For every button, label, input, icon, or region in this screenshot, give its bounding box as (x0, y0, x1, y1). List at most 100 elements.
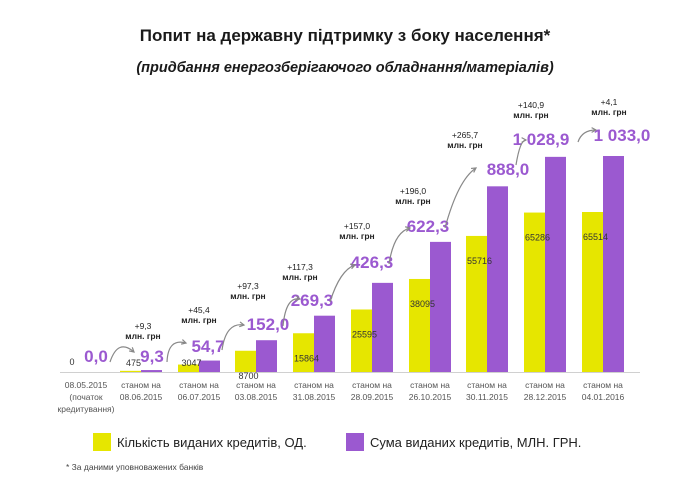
legend-item-sum: Сума виданих кредитів, МЛН. ГРН. (346, 433, 581, 451)
data-label-count-0: 0 (69, 357, 74, 367)
increment-unit-6: млн. грн (395, 196, 430, 206)
bar-count-1 (120, 370, 141, 372)
growth-arrow-head-4 (295, 295, 302, 302)
legend-swatch-count (93, 433, 111, 451)
data-label-sum-7: 888,0 (487, 160, 530, 179)
increment-value-8: +140,9 (518, 100, 545, 110)
growth-arrow-head-5 (349, 263, 357, 270)
increment-unit-5: млн. грн (339, 231, 374, 241)
tick-label-5-1: 28.09.2015 (351, 392, 394, 402)
tick-label-6-0: станом на (410, 380, 450, 390)
data-label-sum-5: 426,3 (351, 253, 394, 272)
bar-count-6 (409, 278, 430, 372)
growth-arrow-head-1 (128, 347, 135, 353)
tick-label-8-1: 28.12.2015 (524, 392, 567, 402)
growth-arrow-head-2 (180, 339, 188, 345)
bar-count-8 (524, 212, 545, 372)
increment-value-4: +117,3 (287, 262, 313, 272)
growth-arrow-head-6 (405, 226, 412, 232)
legend-swatch-sum (346, 433, 364, 451)
footnote: * За даними уповноважених банків (66, 462, 204, 472)
legend-item-count: Кількість виданих кредитів, ОД. (93, 433, 307, 451)
tick-label-8-0: станом на (525, 380, 565, 390)
tick-label-3-1: 03.08.2015 (235, 392, 278, 402)
increment-value-7: +265,7 (452, 130, 479, 140)
bar-sum-9 (603, 156, 624, 372)
increment-unit-1: млн. грн (125, 331, 160, 341)
tick-label-7-0: станом на (467, 380, 507, 390)
data-label-count-5: 25595 (352, 329, 377, 339)
increment-value-5: +157,0 (344, 221, 371, 231)
data-label-count-4: 15864 (294, 353, 319, 363)
tick-label-7-1: 30.11.2015 (466, 392, 508, 402)
increment-value-1: +9,3 (135, 321, 152, 331)
data-label-sum-0: 0,0 (84, 347, 108, 366)
increment-unit-8: млн. грн (513, 110, 548, 120)
growth-arrow-3 (221, 324, 245, 351)
growth-arrow-head-9 (591, 127, 598, 133)
tick-label-0-0: 08.05.2015 (65, 380, 108, 390)
growth-arrow-head-7 (470, 167, 478, 173)
increment-unit-4: млн. грн (282, 272, 317, 282)
increment-value-6: +196,0 (400, 186, 427, 196)
tick-label-0-1: (початок (69, 392, 102, 402)
bar-sum-7 (487, 186, 508, 372)
increment-unit-9: млн. грн (591, 107, 626, 117)
increment-value-2: +45,4 (188, 305, 210, 315)
tick-label-4-0: станом на (294, 380, 334, 390)
bar-count-3 (235, 350, 256, 372)
bar-count-4 (293, 333, 314, 372)
chart-title: Попит на державну підтримку з боку насел… (139, 26, 551, 45)
data-label-sum-8: 1 028,9 (513, 130, 570, 149)
bar-sum-5 (372, 282, 393, 372)
bar-sum-3 (256, 340, 277, 372)
tick-label-5-0: станом на (352, 380, 392, 390)
tick-label-6-1: 26.10.2015 (409, 392, 452, 402)
bar-sum-4 (314, 315, 335, 372)
data-label-sum-6: 622,3 (407, 217, 450, 236)
tick-label-1-0: станом на (121, 380, 161, 390)
legend-label-count: Кількість виданих кредитів, ОД. (117, 434, 307, 450)
bar-sum-8 (545, 156, 566, 372)
tick-label-3-0: станом на (236, 380, 276, 390)
growth-arrow-1 (109, 346, 135, 363)
growth-arrow-4 (282, 298, 301, 327)
data-label-sum-4: 269,3 (291, 291, 334, 310)
bar-count-7 (466, 235, 487, 372)
chart-subtitle: (придбання енергозберігаючого обладнання… (136, 60, 554, 76)
increment-value-3: +97,3 (237, 281, 259, 291)
tick-label-0-2: кредитування) (58, 404, 115, 414)
growth-arrow-6 (388, 227, 411, 265)
bar-count-5 (351, 309, 372, 372)
data-label-count-7: 55716 (467, 256, 492, 266)
growth-arrow-5 (329, 264, 356, 303)
growth-arrow-7 (444, 167, 477, 229)
growth-arrow-head-8 (521, 137, 528, 143)
bar-sum-1 (141, 370, 162, 372)
increment-unit-2: млн. грн (181, 315, 216, 325)
data-label-count-1: 475 (126, 358, 141, 368)
data-label-count-9: 65514 (583, 232, 608, 242)
data-label-count-2: 3047 (181, 358, 201, 368)
tick-label-1-1: 08.06.2015 (120, 392, 163, 402)
tick-label-2-1: 06.07.2015 (178, 392, 221, 402)
increment-unit-7: млн. грн (447, 140, 482, 150)
data-label-count-6: 38095 (410, 299, 435, 309)
growth-arrow-9 (577, 129, 597, 143)
data-label-sum-1: 9,3 (140, 347, 164, 366)
bar-sum-2 (199, 360, 220, 372)
data-label-count-3: 8700 (238, 371, 258, 381)
increment-value-9: +4,1 (601, 97, 618, 107)
bar-count-2 (178, 364, 199, 372)
legend-label-sum: Сума виданих кредитів, МЛН. ГРН. (370, 434, 582, 450)
data-label-sum-9: 1 033,0 (594, 126, 651, 145)
bar-count-9 (582, 212, 603, 372)
growth-arrow-2 (166, 341, 187, 363)
tick-label-9-0: станом на (583, 380, 623, 390)
tick-label-4-1: 31.08.2015 (293, 392, 336, 402)
tick-label-9-1: 04.01.2016 (582, 392, 625, 402)
data-label-sum-2: 54,7 (191, 337, 224, 356)
increment-unit-3: млн. грн (230, 291, 265, 301)
